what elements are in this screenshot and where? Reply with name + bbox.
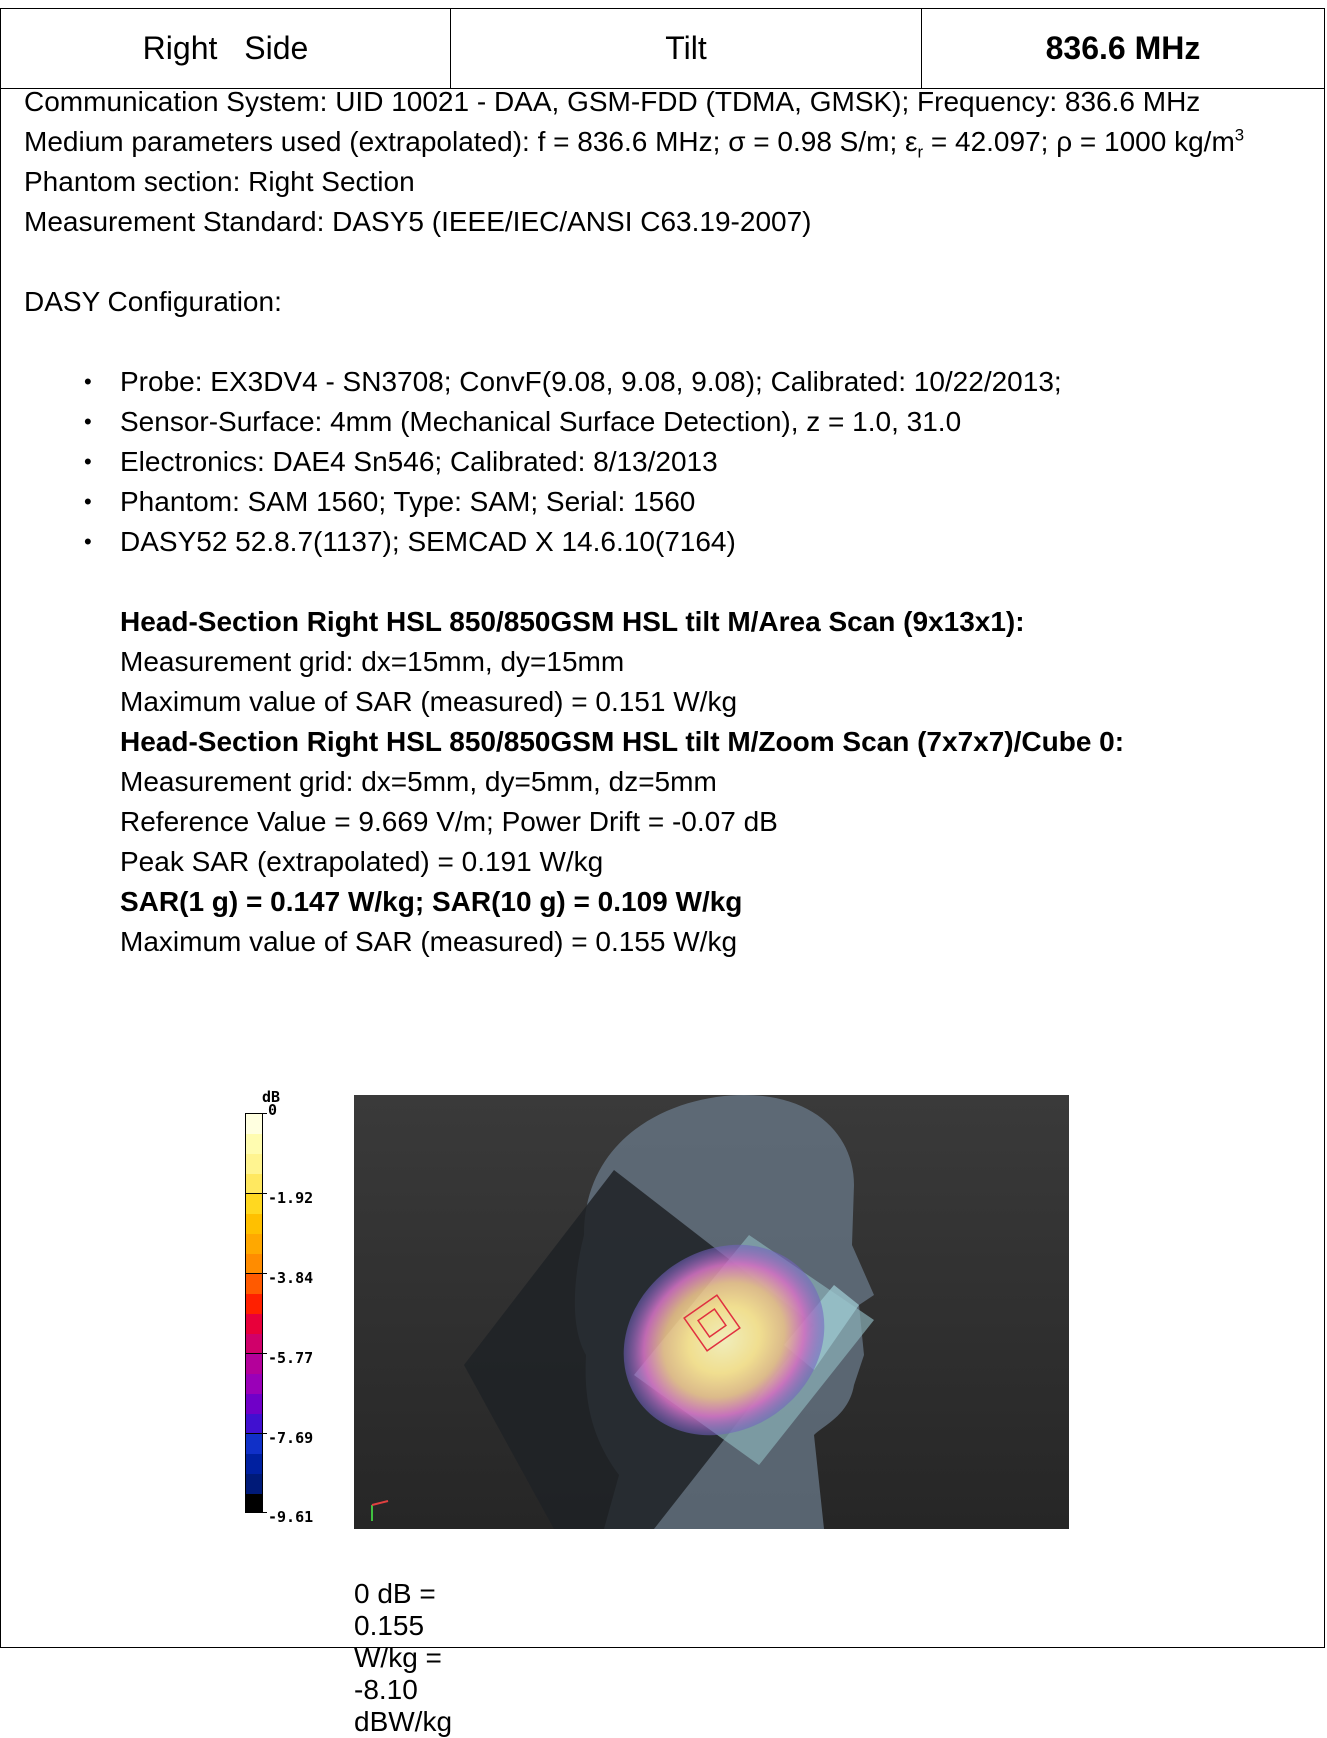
color-scale-band xyxy=(246,1334,262,1354)
area-scan-title: Head-Section Right HSL 850/850GSM HSL ti… xyxy=(120,606,1025,637)
scale-tick-label: -1.92 xyxy=(268,1189,314,1207)
frequency-cell: 836.6 MHz xyxy=(1045,30,1201,66)
color-scale-bar xyxy=(245,1113,263,1513)
scale-tick-label: -3.84 xyxy=(268,1269,314,1287)
zoom-scan-max: Maximum value of SAR (measured) = 0.155 … xyxy=(120,926,738,957)
config-list: Probe: EX3DV4 - SN3708; ConvF(9.08, 9.08… xyxy=(24,362,1319,562)
zoom-scan-sar: SAR(1 g) = 0.147 W/kg; SAR(10 g) = 0.109… xyxy=(120,886,743,917)
scale-tick xyxy=(245,1113,267,1114)
zoom-scan-reference: Reference Value = 9.669 V/m; Power Drift… xyxy=(120,806,778,837)
area-scan-grid: Measurement grid: dx=15mm, dy=15mm xyxy=(120,646,625,677)
reference-caption: 0 dB = 0.155 W/kg = -8.10 dBW/kg xyxy=(354,1578,453,1737)
color-scale-band xyxy=(246,1414,262,1434)
color-scale-band xyxy=(246,1254,262,1274)
zoom-scan-title: Head-Section Right HSL 850/850GSM HSL ti… xyxy=(120,726,1125,757)
scale-tick xyxy=(245,1353,267,1354)
config-item: Probe: EX3DV4 - SN3708; ConvF(9.08, 9.08… xyxy=(84,362,1319,402)
color-scale-band xyxy=(246,1174,262,1194)
dasy-config-heading: DASY Configuration: xyxy=(24,286,282,317)
color-scale-band xyxy=(246,1294,262,1314)
position-cell: Tilt xyxy=(451,9,922,88)
color-scale-band xyxy=(246,1114,262,1134)
epsilon-subscript: r xyxy=(917,142,924,162)
scale-tick xyxy=(245,1433,267,1434)
report-body: Communication System: UID 10021 - DAA, G… xyxy=(24,82,1319,962)
medium-prefix: Medium parameters used (extrapolated): f… xyxy=(24,126,918,157)
scale-tick-label: -7.69 xyxy=(268,1429,314,1447)
phantom-head-render xyxy=(354,1095,1069,1529)
color-scale-band xyxy=(246,1434,262,1454)
scale-tick-label: -9.61 xyxy=(268,1508,314,1526)
scale-tick xyxy=(245,1512,267,1513)
config-item: DASY52 52.8.7(1137); SEMCAD X 14.6.10(71… xyxy=(84,522,1319,562)
config-item: Phantom: SAM 1560; Type: SAM; Serial: 15… xyxy=(84,482,1319,522)
medium-parameters-line: Medium parameters used (extrapolated): f… xyxy=(24,122,1319,162)
color-scale-band xyxy=(246,1194,262,1214)
scale-tick xyxy=(245,1273,267,1274)
color-scale-band xyxy=(246,1214,262,1234)
zoom-scan-grid: Measurement grid: dx=5mm, dy=5mm, dz=5mm xyxy=(120,766,717,797)
color-scale-band xyxy=(246,1234,262,1254)
color-scale-band xyxy=(246,1374,262,1394)
color-scale-band xyxy=(246,1274,262,1294)
color-scale-band xyxy=(246,1354,262,1374)
side-cell: Right Side xyxy=(1,9,451,88)
scale-tick-label: 0 xyxy=(268,1101,278,1119)
config-item: Sensor-Surface: 4mm (Mechanical Surface … xyxy=(84,402,1319,442)
area-scan-max: Maximum value of SAR (measured) = 0.151 … xyxy=(120,686,738,717)
scale-tick xyxy=(245,1193,267,1194)
medium-suffix: = 42.097; ρ = 1000 kg/m xyxy=(923,126,1235,157)
cubic-superscript: 3 xyxy=(1234,125,1245,145)
comm-system-line: Communication System: UID 10021 - DAA, G… xyxy=(24,86,1201,117)
phantom-section-line: Phantom section: Right Section xyxy=(24,166,415,197)
color-scale-band xyxy=(246,1394,262,1414)
sar-distribution-image xyxy=(354,1095,1069,1529)
color-scale-band xyxy=(246,1494,262,1512)
color-scale-band xyxy=(246,1454,262,1474)
header-row: Right Side Tilt 836.6 MHz xyxy=(1,9,1324,89)
color-scale-band xyxy=(246,1314,262,1334)
scale-unit: dB xyxy=(262,1088,281,1106)
color-scale-band xyxy=(246,1474,262,1494)
standard-line: Measurement Standard: DASY5 (IEEE/IEC/AN… xyxy=(24,206,812,237)
color-scale-band xyxy=(246,1134,262,1154)
zoom-scan-peak: Peak SAR (extrapolated) = 0.191 W/kg xyxy=(120,846,604,877)
config-item: Electronics: DAE4 Sn546; Calibrated: 8/1… xyxy=(84,442,1319,482)
scale-tick-label: -5.77 xyxy=(268,1349,314,1367)
color-scale-band xyxy=(246,1154,262,1174)
scan-results: Head-Section Right HSL 850/850GSM HSL ti… xyxy=(24,602,1319,962)
